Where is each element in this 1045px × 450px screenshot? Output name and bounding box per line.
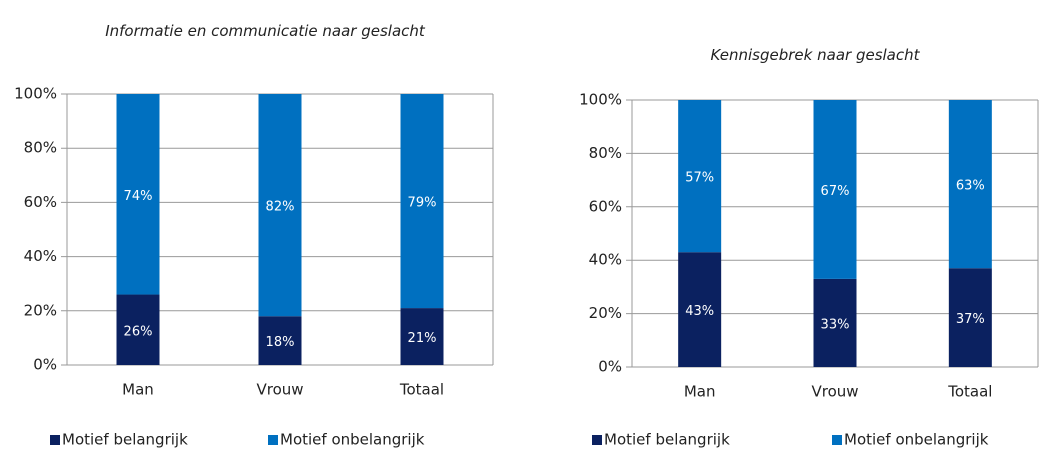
legend-swatch — [268, 435, 278, 445]
y-tick-label: 0% — [598, 358, 622, 376]
legend-swatch — [50, 435, 60, 445]
chart-title: Informatie en communicatie naar geslacht — [105, 22, 425, 40]
y-tick-label: 0% — [33, 356, 57, 374]
data-label: 57% — [685, 171, 714, 186]
legend-label: Motief onbelangrijk — [280, 431, 425, 449]
y-tick-label: 80% — [24, 139, 57, 157]
bar-segment — [948, 100, 992, 269]
data-label: 37% — [956, 312, 985, 327]
legend-swatch — [592, 435, 602, 445]
x-tick-label: Vrouw — [811, 383, 858, 401]
data-label: 21% — [408, 331, 437, 346]
y-tick-label: 80% — [589, 144, 622, 162]
x-tick-label: Totaal — [399, 381, 444, 399]
legend-label: Motief belangrijk — [62, 431, 188, 449]
bar-segment — [678, 252, 722, 367]
chart-title: Kennisgebrek naar geslacht — [710, 46, 920, 64]
bar-segment — [813, 100, 857, 279]
legend-label: Motief onbelangrijk — [844, 431, 989, 449]
data-label: 18% — [266, 335, 295, 350]
data-label: 74% — [124, 189, 153, 204]
bar-segment — [258, 94, 302, 317]
data-label: 33% — [821, 317, 850, 332]
data-label: 67% — [821, 184, 850, 199]
bar-segment — [813, 278, 857, 367]
x-tick-label: Man — [122, 381, 154, 399]
bar-segment — [948, 268, 992, 367]
y-tick-label: 40% — [589, 251, 622, 269]
bar-segment — [678, 100, 722, 253]
y-tick-label: 60% — [24, 193, 57, 211]
bar-segment — [400, 94, 444, 309]
y-tick-label: 20% — [24, 301, 57, 319]
data-label: 43% — [685, 304, 714, 319]
data-label: 79% — [408, 196, 437, 211]
legend-swatch — [832, 435, 842, 445]
x-tick-label: Man — [684, 383, 716, 401]
data-label: 63% — [956, 179, 985, 194]
legend-label: Motief belangrijk — [604, 431, 730, 449]
y-tick-label: 60% — [589, 197, 622, 215]
bar-segment — [400, 308, 444, 365]
bar-segment — [258, 316, 302, 365]
data-label: 82% — [266, 200, 295, 215]
bar-segment — [116, 294, 160, 365]
bar-segment — [116, 94, 160, 295]
x-tick-label: Vrouw — [256, 381, 303, 399]
x-tick-label: Totaal — [947, 383, 992, 401]
data-label: 26% — [124, 324, 153, 339]
y-tick-label: 40% — [24, 247, 57, 265]
y-tick-label: 20% — [589, 304, 622, 322]
y-tick-label: 100% — [14, 85, 57, 103]
y-tick-label: 100% — [579, 91, 622, 109]
